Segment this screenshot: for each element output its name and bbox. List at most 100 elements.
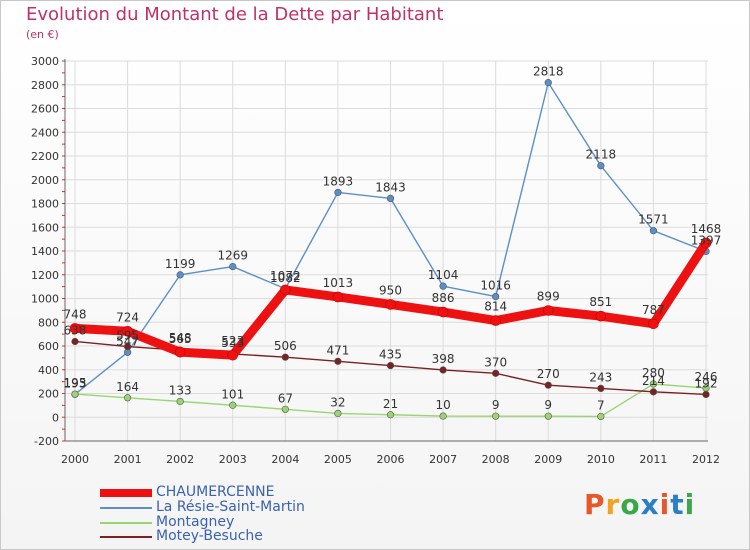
- x-tick-label: 2008: [482, 453, 510, 466]
- data-point: [597, 162, 605, 170]
- legend-swatch: [100, 522, 152, 524]
- data-point: [490, 315, 501, 326]
- logo-letter: x: [640, 488, 660, 521]
- data-point: [700, 237, 712, 249]
- data-point: [229, 262, 237, 271]
- data-point: [176, 271, 184, 279]
- data-label: 533: [221, 336, 244, 350]
- y-tick-label: 3000: [31, 55, 59, 68]
- y-tick-label: 2000: [31, 174, 59, 187]
- data-label: 270: [537, 367, 560, 381]
- data-point: [492, 412, 500, 420]
- data-point: [597, 384, 605, 392]
- data-label: 506: [274, 339, 297, 353]
- data-point: [281, 353, 289, 361]
- data-label: 192: [695, 376, 718, 390]
- data-point: [122, 325, 133, 337]
- data-label: 787: [642, 303, 665, 317]
- data-label: 748: [64, 307, 87, 321]
- data-label: 1269: [217, 249, 248, 263]
- data-point: [334, 188, 342, 197]
- legend-label: La Résie-Saint-Martin: [156, 499, 305, 515]
- data-point: [544, 412, 552, 420]
- data-label: 32: [330, 395, 345, 409]
- data-label: 851: [589, 295, 612, 309]
- data-label: 280: [642, 366, 665, 380]
- data-label: 214: [642, 374, 665, 388]
- x-tick-label: 2011: [639, 453, 667, 466]
- data-label: 1082: [270, 271, 301, 285]
- data-label: 724: [116, 310, 139, 324]
- data-point: [386, 411, 395, 419]
- data-label: 523: [221, 334, 244, 348]
- data-point: [71, 390, 79, 398]
- data-label: 370: [484, 355, 507, 369]
- data-label: 814: [484, 300, 507, 314]
- data-label: 595: [116, 329, 139, 343]
- data-label: 9: [492, 398, 500, 412]
- y-tick-label: 1200: [31, 269, 59, 282]
- data-label: 1571: [638, 213, 669, 227]
- data-point: [595, 310, 607, 322]
- data-label: 193: [64, 376, 87, 390]
- data-point: [649, 227, 658, 235]
- data-label: 243: [589, 370, 612, 384]
- x-tick-label: 2004: [271, 453, 299, 466]
- y-tick-label: 2400: [31, 126, 59, 139]
- data-label: 471: [326, 343, 349, 357]
- data-label: 21: [383, 397, 398, 411]
- data-point: [123, 342, 132, 351]
- data-label: 899: [537, 289, 560, 303]
- data-label: 548: [169, 331, 192, 345]
- y-tick-label: 1600: [31, 221, 59, 234]
- y-tick-label: 600: [38, 340, 59, 353]
- data-label: 565: [169, 332, 192, 346]
- x-tick-label: 2012: [692, 453, 720, 466]
- data-label: 7: [597, 398, 605, 412]
- data-point: [544, 381, 552, 389]
- data-label: 435: [379, 348, 402, 362]
- y-tick-label: 1800: [31, 198, 59, 211]
- y-tick-label: 2600: [31, 103, 59, 116]
- data-point: [492, 369, 500, 377]
- data-label: 398: [432, 352, 455, 366]
- data-point: [386, 361, 395, 370]
- x-tick-label: 2010: [587, 453, 615, 466]
- data-label: 1016: [480, 279, 511, 293]
- x-tick-label: 2007: [429, 453, 457, 466]
- x-tick-label: 2005: [324, 453, 352, 466]
- legend-swatch: [100, 489, 152, 497]
- data-label: 2818: [533, 65, 564, 79]
- logo-letter: i: [659, 488, 671, 521]
- y-tick-label: 1000: [31, 293, 59, 306]
- data-point: [123, 394, 132, 402]
- logo-letter: P: [584, 488, 606, 521]
- data-point: [437, 306, 449, 318]
- logo-letter: t: [670, 488, 685, 521]
- legend-swatch: [100, 507, 152, 509]
- data-label: 9: [544, 398, 552, 412]
- data-point: [648, 318, 659, 330]
- data-point: [280, 284, 291, 296]
- data-point: [439, 412, 447, 420]
- data-label: 10: [435, 398, 450, 412]
- data-label: 133: [169, 383, 192, 397]
- data-point: [281, 405, 289, 413]
- x-tick-label: 2002: [166, 453, 194, 466]
- data-label: 886: [432, 291, 455, 305]
- data-point: [227, 349, 239, 361]
- x-tick-label: 2003: [219, 453, 247, 466]
- y-tick-label: 400: [38, 364, 59, 377]
- data-label: 101: [221, 387, 244, 401]
- data-labels: 748 724 548 523 1072 1013 950 886 814 899 851 787 14…: [64, 65, 722, 413]
- data-label: 638: [64, 323, 87, 337]
- y-tick-label: 2800: [31, 79, 59, 92]
- data-point: [69, 323, 81, 334]
- data-label: 547: [116, 334, 139, 348]
- data-label: 1893: [323, 174, 354, 188]
- chart-subtitle: (en €): [26, 28, 59, 41]
- data-point: [332, 291, 344, 303]
- data-label: 1072: [270, 269, 301, 283]
- data-label: 1468: [691, 222, 722, 236]
